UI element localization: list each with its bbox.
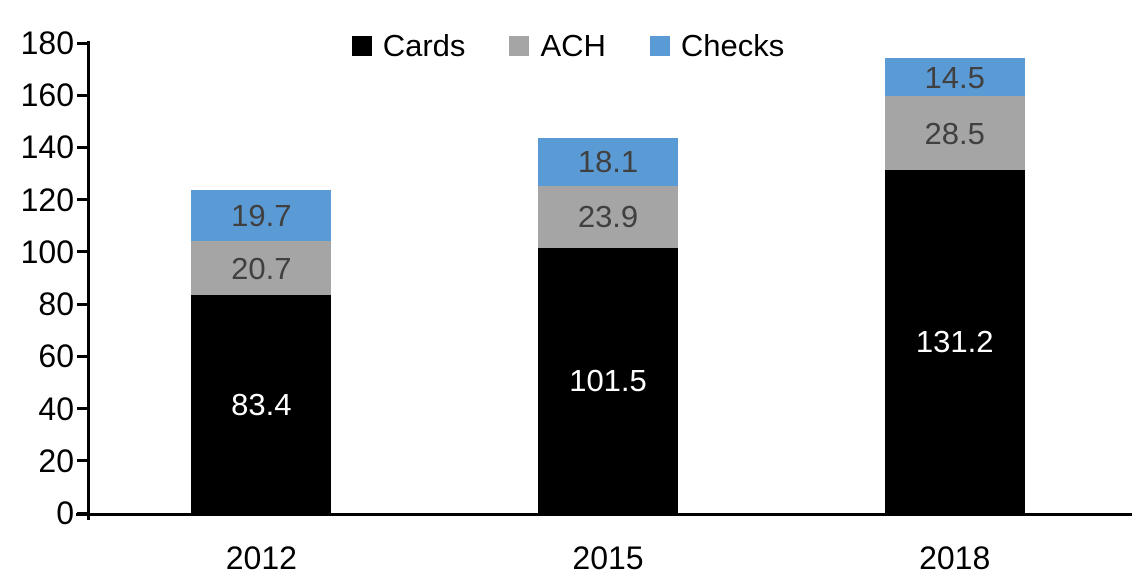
bar-segment-2018-cards: 131.2 [884, 170, 1025, 513]
bar-segment-2018-checks: 14.5 [884, 58, 1025, 97]
y-tick [77, 41, 88, 45]
y-tick-label: 60 [38, 338, 74, 375]
bar-segment-2015-cards: 101.5 [538, 247, 678, 513]
y-tick-label: 80 [38, 286, 74, 323]
y-axis-line [87, 41, 90, 520]
y-tick [77, 250, 88, 254]
bar-segment-2018-ach: 28.5 [884, 96, 1025, 171]
bar-segment-2015-ach: 23.9 [538, 185, 678, 248]
bar-segment-2015-checks: 18.1 [538, 138, 678, 186]
data-label: 20.7 [231, 250, 292, 286]
y-tick [77, 459, 88, 463]
legend: Cards ACH Checks [0, 30, 1136, 61]
legend-item-cards: Cards [351, 28, 466, 63]
cards-swatch-icon [351, 35, 372, 56]
x-axis-line [76, 513, 1132, 516]
y-tick-label: 180 [20, 25, 74, 61]
y-tick [77, 354, 88, 358]
x-axis-label: 2012 [225, 540, 297, 576]
legend-label-checks: Checks [680, 28, 785, 63]
y-tick [77, 407, 88, 411]
legend-label-ach: ACH [540, 28, 606, 63]
y-tick-label: 140 [20, 129, 74, 166]
x-axis-label: 2018 [919, 540, 991, 576]
data-label: 28.5 [924, 115, 985, 151]
data-label: 14.5 [924, 59, 985, 95]
y-tick [77, 198, 88, 202]
y-tick-label: 160 [20, 77, 74, 114]
y-tick-label: 20 [38, 442, 74, 479]
y-tick-label: 0 [56, 495, 74, 531]
data-label: 83.4 [231, 386, 292, 422]
y-tick [77, 93, 88, 97]
y-tick [77, 145, 88, 149]
y-tick-label: 40 [38, 390, 74, 427]
legend-label-cards: Cards [382, 28, 466, 63]
bar-segment-2012-cards: 83.4 [191, 295, 332, 513]
legend-item-checks: Checks [649, 28, 785, 63]
plot-area: 0 20 40 60 80 100 120 140 160 180 83.4 20.7 19.7 101.… [21, 27, 1128, 529]
bar-segment-2012-checks: 19.7 [191, 189, 332, 242]
y-tick-label: 100 [20, 233, 74, 270]
data-label: 19.7 [231, 197, 292, 233]
legend-item-ach: ACH [509, 28, 606, 63]
y-tick-label: 120 [20, 181, 74, 218]
x-axis-label: 2015 [572, 540, 644, 576]
data-label: 101.5 [569, 362, 647, 398]
data-label: 131.2 [915, 324, 994, 360]
data-label: 23.9 [577, 199, 639, 235]
y-tick [77, 511, 88, 515]
checks-swatch-icon [649, 35, 670, 56]
bar-segment-2012-ach: 20.7 [191, 241, 332, 296]
data-label: 18.1 [577, 144, 639, 180]
ach-swatch-icon [509, 35, 530, 56]
y-tick [77, 302, 88, 306]
